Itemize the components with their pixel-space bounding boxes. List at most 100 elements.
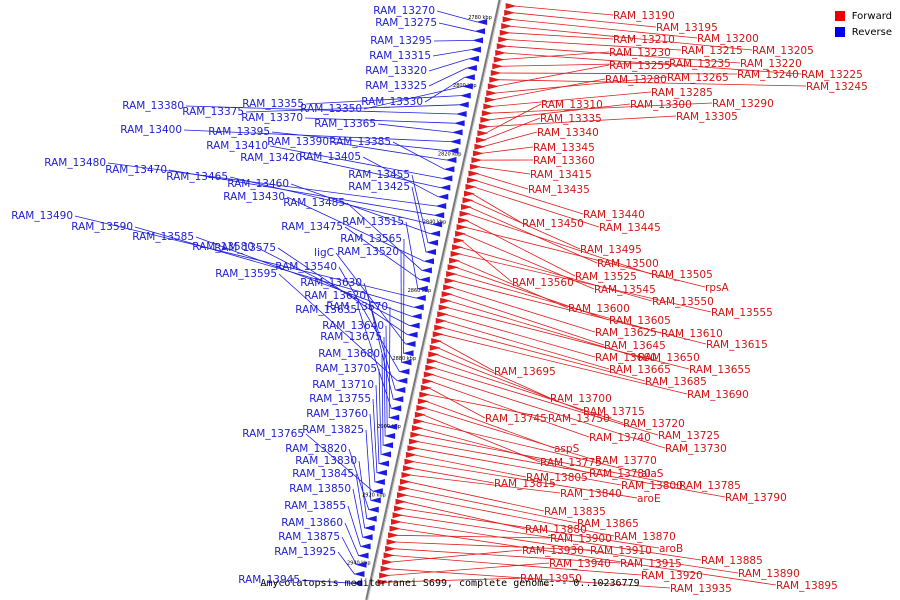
forward-gene-label[interactable]: RAM_13245 [806, 81, 868, 93]
reverse-gene-label[interactable]: RAM_13275 [375, 17, 437, 29]
forward-gene-arrow[interactable] [385, 545, 397, 552]
reverse-gene-label[interactable]: RAM_13755 [309, 393, 371, 405]
reverse-gene-label[interactable]: RAM_13325 [365, 80, 427, 92]
reverse-gene-label[interactable]: RAM_13765 [242, 428, 304, 440]
forward-gene-label[interactable]: RAM_13715 [583, 406, 645, 418]
reverse-gene-label[interactable]: RAM_13475 [281, 221, 343, 233]
reverse-gene-arrow[interactable] [400, 359, 412, 366]
forward-gene-arrow[interactable] [447, 264, 459, 271]
reverse-gene-arrow[interactable] [441, 175, 453, 182]
reverse-gene-label[interactable]: RAM_13680 [318, 348, 380, 360]
forward-gene-label[interactable]: RAM_13935 [670, 583, 732, 595]
forward-gene-arrow[interactable] [490, 70, 502, 76]
reverse-gene-label[interactable]: RAM_13315 [369, 50, 431, 62]
forward-gene-arrow[interactable] [398, 485, 410, 492]
forward-gene-arrow[interactable] [423, 371, 435, 378]
forward-gene-label[interactable]: rpsA [705, 282, 729, 294]
reverse-gene-label[interactable]: RAM_13380 [122, 100, 184, 112]
reverse-gene-label[interactable]: RAM_13410 [206, 140, 268, 152]
reverse-gene-label[interactable]: RAM_13385 [329, 136, 391, 148]
forward-gene-label[interactable]: RAM_13305 [676, 111, 738, 123]
reverse-gene-arrow[interactable] [449, 138, 461, 145]
reverse-gene-arrow[interactable] [353, 571, 365, 577]
reverse-gene-arrow[interactable] [402, 350, 414, 357]
forward-gene-arrow[interactable] [379, 572, 391, 579]
forward-gene-label[interactable]: aroB [659, 543, 683, 555]
forward-gene-label[interactable]: RAM_13495 [580, 244, 642, 256]
reverse-gene-arrow[interactable] [398, 368, 410, 375]
reverse-gene-label[interactable]: RAM_13540 [275, 261, 337, 273]
reverse-gene-arrow[interactable] [357, 552, 369, 559]
forward-gene-arrow[interactable] [396, 492, 408, 499]
reverse-gene-arrow[interactable] [382, 442, 394, 449]
reverse-gene-arrow[interactable] [420, 267, 432, 274]
reverse-gene-arrow[interactable] [396, 377, 408, 384]
reverse-gene-label[interactable]: RAM_13760 [306, 408, 368, 420]
forward-gene-arrow[interactable] [377, 579, 389, 586]
forward-gene-arrow[interactable] [456, 224, 468, 231]
forward-gene-arrow[interactable] [489, 76, 501, 83]
reverse-gene-arrow[interactable] [363, 525, 375, 531]
forward-gene-label[interactable]: RAM_13605 [609, 315, 671, 327]
forward-gene-label[interactable]: RAM_13880 [525, 524, 587, 536]
forward-gene-arrow[interactable] [492, 63, 504, 70]
reverse-gene-arrow[interactable] [412, 304, 424, 311]
reverse-gene-arrow[interactable] [455, 111, 467, 117]
reverse-gene-arrow[interactable] [406, 331, 418, 338]
reverse-gene-arrow[interactable] [422, 258, 434, 265]
reverse-gene-label[interactable]: RAM_13875 [278, 531, 340, 543]
forward-gene-arrow[interactable] [422, 378, 434, 385]
forward-gene-arrow[interactable] [429, 344, 441, 351]
forward-gene-label[interactable]: RAM_13885 [701, 555, 763, 567]
forward-gene-arrow[interactable] [426, 358, 438, 365]
reverse-gene-label[interactable]: RAM_13630 [300, 277, 362, 289]
forward-gene-label[interactable]: RAM_13920 [641, 570, 703, 582]
reverse-gene-arrow[interactable] [467, 55, 479, 62]
forward-gene-label[interactable]: RAM_13890 [738, 568, 800, 580]
forward-gene-arrow[interactable] [480, 116, 492, 123]
reverse-gene-label[interactable]: RAM_13860 [281, 517, 343, 529]
forward-gene-label[interactable]: RAM_13915 [620, 558, 682, 570]
forward-gene-arrow[interactable] [414, 411, 426, 418]
reverse-gene-label[interactable]: RAM_13620 [304, 290, 366, 302]
reverse-gene-label[interactable]: RAM_13515 [342, 216, 404, 228]
forward-gene-label[interactable]: RAM_13195 [656, 22, 718, 34]
reverse-gene-label[interactable]: RAM_13485 [283, 197, 345, 209]
reverse-gene-arrow[interactable] [463, 74, 475, 81]
forward-gene-label[interactable]: RAM_13930 [522, 545, 584, 557]
forward-gene-label[interactable]: RAM_13205 [752, 45, 814, 57]
forward-gene-label[interactable]: RAM_13615 [706, 339, 768, 351]
forward-gene-arrow[interactable] [502, 16, 514, 23]
forward-gene-label[interactable]: RAM_13690 [687, 389, 749, 401]
forward-gene-arrow[interactable] [438, 304, 450, 311]
forward-gene-arrow[interactable] [420, 384, 432, 391]
forward-gene-arrow[interactable] [405, 451, 417, 458]
forward-gene-arrow[interactable] [432, 331, 444, 338]
forward-gene-label[interactable]: RAM_13625 [595, 327, 657, 339]
forward-gene-arrow[interactable] [386, 539, 398, 545]
forward-gene-label[interactable]: RAM_13190 [613, 10, 675, 22]
reverse-gene-label[interactable]: RAM_13400 [120, 124, 182, 136]
forward-gene-label[interactable]: RAM_13505 [651, 269, 713, 281]
reverse-gene-label[interactable]: RAM_13365 [314, 118, 376, 130]
forward-gene-label[interactable]: RAM_13730 [665, 443, 727, 455]
reverse-gene-arrow[interactable] [416, 285, 428, 292]
forward-gene-label[interactable]: RAM_13750 [548, 413, 610, 425]
forward-gene-label[interactable]: RAM_13700 [550, 393, 612, 405]
reverse-gene-arrow[interactable] [375, 469, 387, 476]
reverse-gene-label[interactable]: RAM_13945 [238, 574, 300, 586]
forward-gene-label[interactable]: RAM_13720 [623, 418, 685, 430]
forward-gene-label[interactable]: RAM_13655 [689, 364, 751, 376]
forward-gene-label[interactable]: RAM_13215 [681, 45, 743, 57]
forward-gene-arrow[interactable] [462, 197, 474, 204]
forward-gene-label[interactable]: RAM_13600 [568, 303, 630, 315]
reverse-gene-arrow[interactable] [472, 37, 484, 44]
reverse-gene-label[interactable]: RAM_13595 [215, 268, 277, 280]
reverse-gene-label[interactable]: RAM_13390 [267, 136, 329, 148]
forward-gene-label[interactable]: RAM_13740 [589, 432, 651, 444]
forward-gene-label[interactable]: RAM_13870 [614, 531, 676, 543]
reverse-gene-label[interactable]: RAM_13455 [348, 169, 410, 181]
forward-gene-arrow[interactable] [493, 56, 505, 63]
reverse-gene-arrow[interactable] [429, 230, 441, 237]
forward-gene-label[interactable]: RAM_13745 [485, 413, 547, 425]
